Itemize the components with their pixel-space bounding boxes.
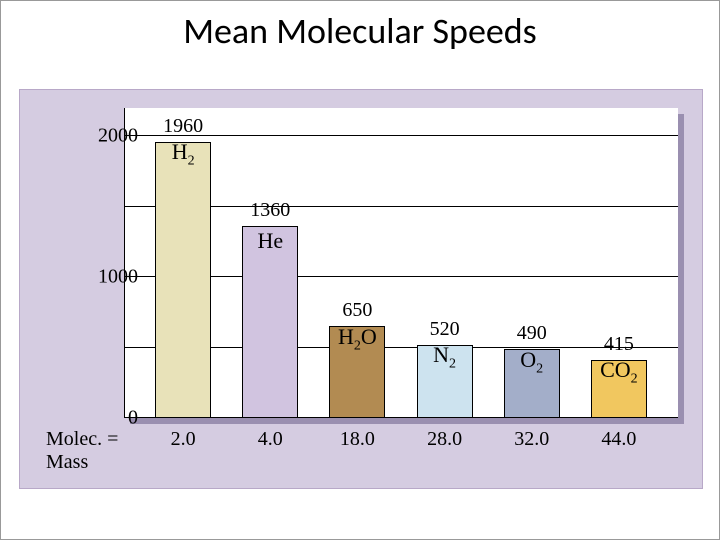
- x-axis-label: Molec. = Mass: [46, 428, 118, 474]
- y-axis-line: [124, 108, 125, 418]
- bar-formula-label: He: [257, 228, 283, 254]
- y-tick-label: 2000: [98, 125, 138, 148]
- mass-value: 32.0: [514, 428, 549, 451]
- mass-value: 18.0: [340, 428, 375, 451]
- page-title: Mean Molecular Speeds: [1, 9, 719, 53]
- mass-value: 44.0: [601, 428, 636, 451]
- bar-value-label: 490: [517, 322, 547, 345]
- bar-value-label: 650: [342, 299, 372, 322]
- bar-value-label: 520: [430, 318, 460, 341]
- bar-formula-label: H2: [172, 139, 195, 169]
- bar-formula-label: O2: [520, 347, 543, 377]
- bar-formula-label: H2O: [338, 324, 377, 354]
- gridline: [124, 135, 678, 136]
- mass-value: 4.0: [258, 428, 283, 451]
- mass-value: 28.0: [427, 428, 462, 451]
- mass-value: 2.0: [171, 428, 196, 451]
- x-axis-label-line1: Molec. =: [46, 428, 118, 450]
- bar-value-label: 1960: [163, 115, 203, 138]
- chart-frame: Average speed (m/s) 1960H21360He650H2O52…: [19, 89, 703, 489]
- plot-area: 1960H2 1360 He 650H2O 520N2 490O2 415CO2: [124, 108, 678, 418]
- y-tick-label: 1000: [98, 266, 138, 289]
- bar-formula-label: CO2: [600, 357, 638, 387]
- x-axis-label-line2: Mass: [46, 451, 88, 473]
- bar-value-label: 415: [604, 333, 634, 356]
- bar-formula-label: N2: [433, 342, 456, 372]
- bar: [155, 142, 211, 418]
- slide: Mean Molecular Speeds Average speed (m/s…: [0, 0, 720, 540]
- bar: [242, 226, 298, 418]
- bar-value-label: 1360: [250, 199, 290, 222]
- y-tick-label: 0: [128, 407, 138, 430]
